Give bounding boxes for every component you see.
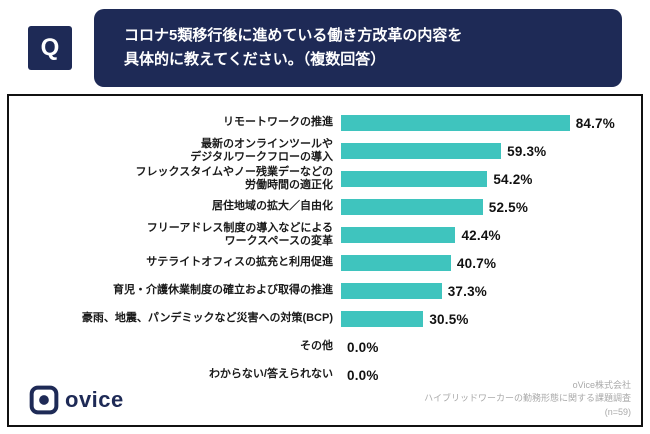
bar-value-label: 52.5% [488,199,529,215]
bar-value-label: 40.7% [456,255,497,271]
bar-area: 52.5% [341,199,641,215]
bar-value-label: 37.3% [447,283,487,299]
chart-row: サテライトオフィスの拡充と利用促進 40.7% [9,249,641,277]
bar-value-label: 54.2% [493,171,533,187]
bar [341,227,456,243]
chart-row: リモートワークの推進 84.7% [9,109,641,137]
bar-area: 0.0% [341,367,641,383]
category-label: 豪雨、地震、パンデミックなど災害への対策(BCP) [81,312,333,325]
chart-row: フリーアドレス制度の導入などによる ワークスペースの変革 42.4% [9,221,641,249]
question-title: コロナ5類移行後に進めている働き方改革の内容を 具体的に教えてください。（複数回… [94,9,622,87]
chart-rows: リモートワークの推進 84.7% 最新のオンラインツールや デジタルワークフローの導… [9,109,641,389]
bar-value-label: 59.3% [507,143,547,159]
ovice-logo-icon [29,385,59,415]
question-title-line2: 具体的に教えてください。（複数回答） [124,51,386,68]
source-company: oVice株式会社 [572,379,631,390]
bar-area: 54.2% [341,171,641,187]
bar-chart: リモートワークの推進 84.7% 最新のオンラインツールや デジタルワークフローの導… [7,94,643,427]
source-sample-size: (n=59) [604,406,631,417]
ovice-logo: ovice [29,385,124,415]
chart-row: 居住地域の拡大／自由化 52.5% [9,193,641,221]
bar [341,115,570,131]
category-label: サテライトオフィスの拡充と利用促進 [146,256,333,269]
q-badge: Q [28,26,72,70]
category-label: リモートワークの推進 [223,116,333,129]
chart-row: 最新のオンラインツールや デジタルワークフローの導入 59.3% [9,137,641,165]
category-label: 最新のオンラインツールや デジタルワークフローの導入 [190,137,333,163]
bar-area: 40.7% [341,255,641,271]
bar [341,199,483,215]
bar [341,311,424,327]
bar-value-label: 84.7% [575,115,615,131]
bar [341,283,442,299]
bar [341,255,451,271]
bar-value-label: 30.5% [429,311,469,327]
bar-area: 42.4% [341,227,641,243]
chart-row: 豪雨、地震、パンデミックなど災害への対策(BCP) 30.5% [9,305,641,333]
source-attribution: oVice株式会社 ハイブリッドワーカーの勤務形態に関する課題調査 (n=59) [424,379,631,420]
chart-row: 育児・介護休業制度の確立および取得の推進 37.3% [9,277,641,305]
question-title-line1: コロナ5類移行後に進めている働き方改革の内容を [124,27,463,44]
bar-area: 59.3% [341,143,641,159]
category-label: 育児・介護休業制度の確立および取得の推進 [113,284,333,297]
category-label: その他 [300,340,333,353]
bar-area: 37.3% [341,283,641,299]
category-label: 居住地域の拡大／自由化 [212,200,333,213]
ovice-logo-text: ovice [65,387,124,412]
chart-row: フレックスタイムやノー残業デーなどの 労働時間の適正化 54.2% [9,165,641,193]
bar-area: 0.0% [341,339,641,355]
category-label: フレックスタイムやノー残業デーなどの 労働時間の適正化 [135,165,333,191]
chart-row: わからない/答えられない 0.0% [9,361,641,389]
category-label: フリーアドレス制度の導入などによる ワークスペースの変革 [146,221,333,247]
bar-area: 84.7% [341,115,641,131]
category-label: わからない/答えられない [208,368,333,381]
bar-area: 30.5% [341,311,641,327]
bar [341,143,502,159]
chart-row: その他 0.0% [9,333,641,361]
bar [341,171,488,187]
question-header: Q コロナ5類移行後に進めている働き方改革の内容を 具体的に教えてください。（複… [0,0,650,94]
bar-value-label: 42.4% [461,227,501,243]
bar-value-label: 0.0% [347,367,379,383]
bar-value-label: 0.0% [347,339,379,355]
source-survey-name: ハイブリッドワーカーの勤務形態に関する課題調査 [424,393,631,403]
